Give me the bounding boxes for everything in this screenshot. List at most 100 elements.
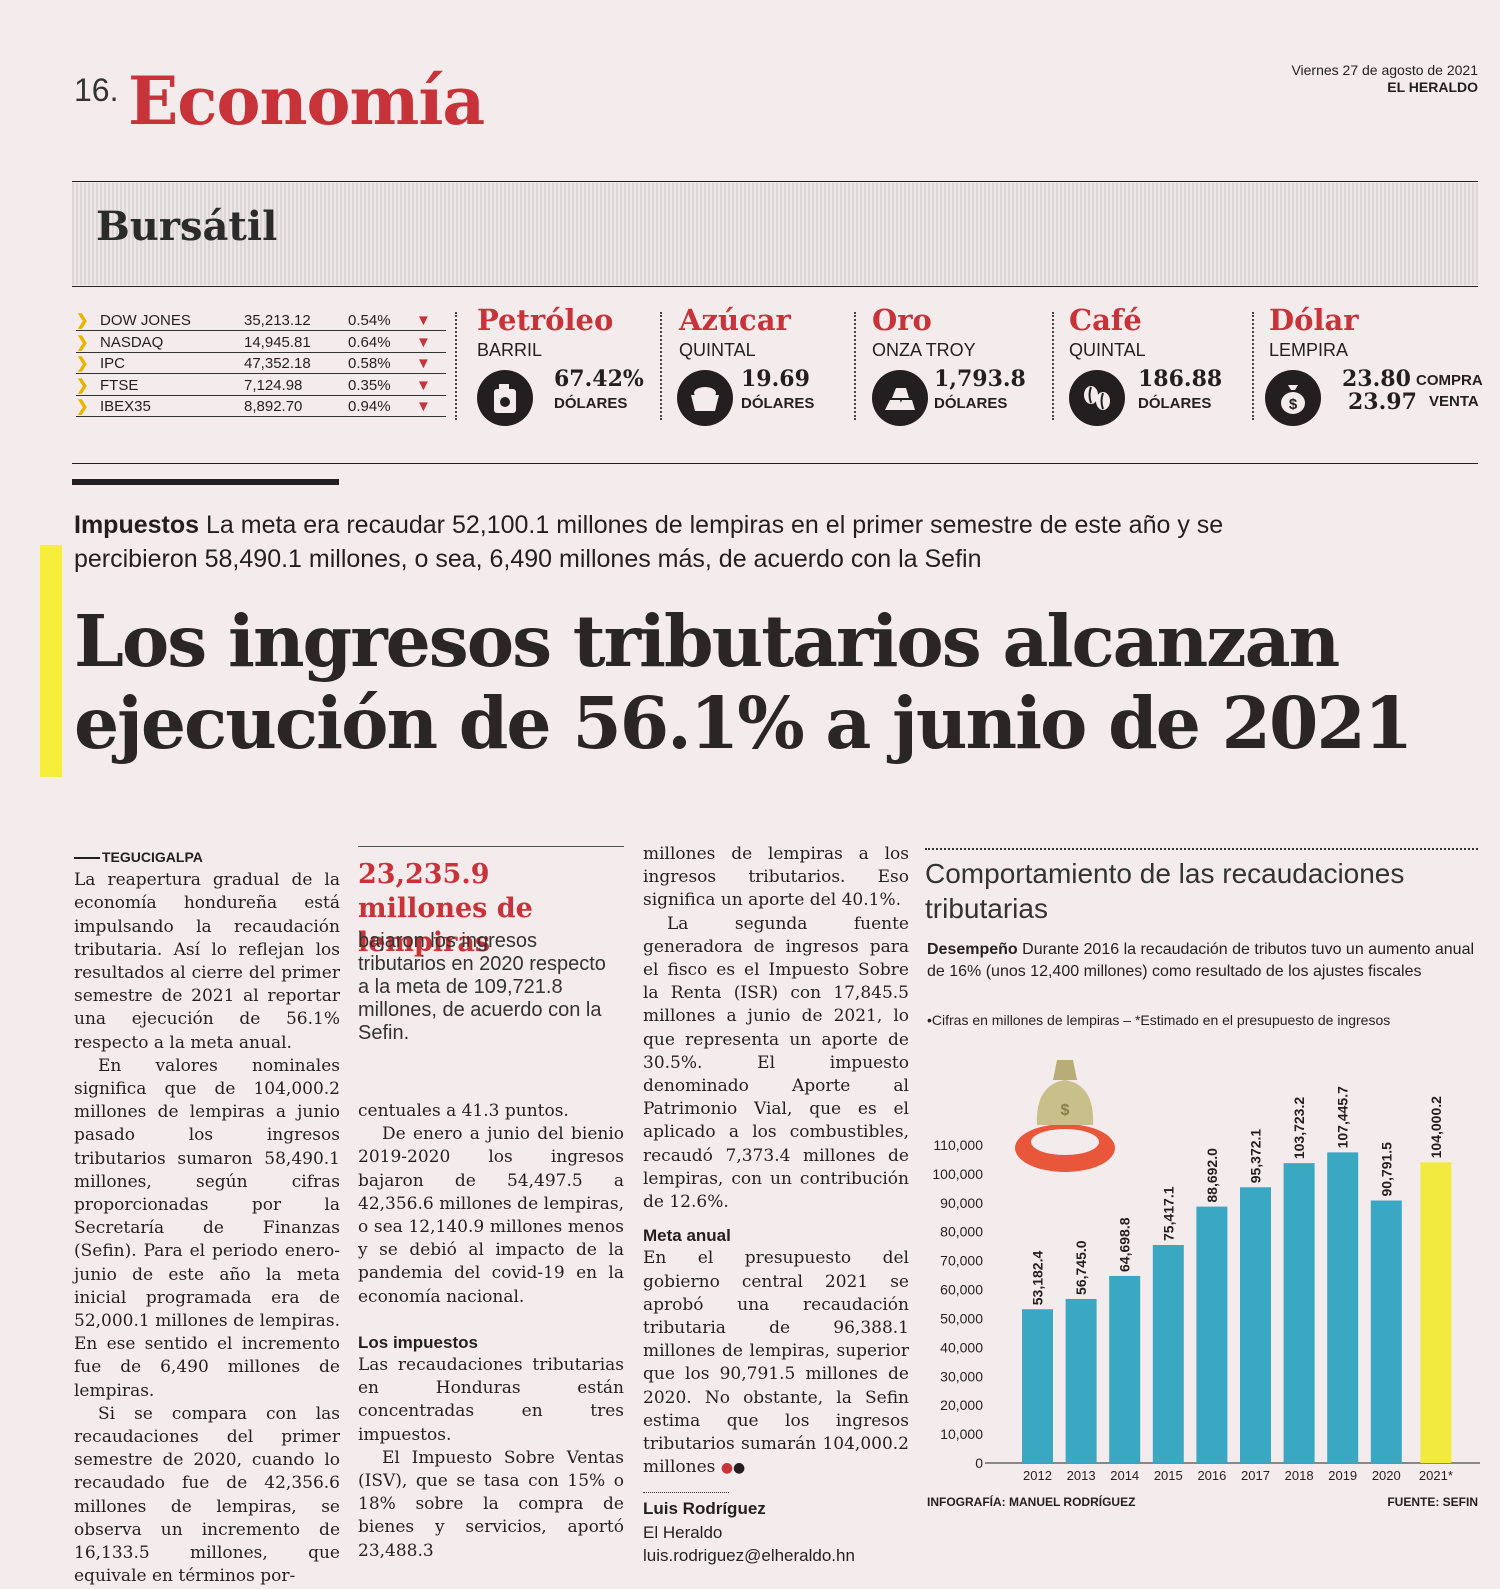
x-tick-label: 2019 [1328,1468,1357,1483]
paragraph: centuales a 41.3 puntos. [358,1101,569,1121]
paragraph: En valores nominales significa que de 10… [74,1055,340,1401]
paragraph: La reapertura gradual de la economía hon… [74,870,340,1053]
author-email[interactable]: luis.rodriguez@elheraldo.hn [643,1545,855,1565]
kicker-text: La meta era recaudar 52,100.1 millones d… [74,511,1224,573]
commodity-currency: DÓLARES [1138,395,1212,412]
bar-value-label: 107,445.7 [1335,1086,1351,1148]
divider-bar [72,479,339,485]
bar-2012 [1022,1309,1053,1463]
index-change: 0.94% [348,398,391,415]
chevron-right-icon: ❯ [76,398,89,415]
chevron-right-icon: ❯ [76,376,89,394]
index-value: 35,213.12 [244,312,311,329]
x-tick-label: 2018 [1285,1468,1314,1483]
x-tick-label: 2016 [1197,1468,1226,1483]
commodity-unit: BARRIL [477,340,543,360]
bars [1022,1152,1452,1463]
author-org: El Heraldo [643,1522,723,1542]
index-name: DOW JONES [100,312,191,329]
stock-index-row: ❯ IBEX35 8,892.70 0.94% ▼ [76,396,446,417]
pull-quote-rule [358,846,624,847]
commodity-unit: LEMPIRA [1269,340,1349,360]
bar-value-label: 103,723.2 [1291,1097,1307,1159]
paragraph: El Impuesto Sobre Ventas (ISV), que se t… [358,1447,624,1561]
bar-value-label: 75,417.1 [1160,1186,1176,1241]
index-name: FTSE [100,376,139,394]
article-column-1: TEGUCIGALPA La reapertura gradual de la … [74,846,340,1589]
commodity-unit: QUINTAL [1069,340,1146,360]
author-name: Luis Rodríguez [643,1499,766,1519]
y-tick-label: 30,000 [940,1368,983,1384]
commodity-name: Azúcar [679,303,791,337]
y-tick-label: 10,000 [940,1426,983,1442]
y-tick-label: 20,000 [940,1397,983,1413]
dolar-buy-value: 23.80 [1342,366,1411,392]
bar-value-label: 64,698.8 [1117,1217,1133,1272]
article-headline: Los ingresos tributarios alcanzan ejecuc… [74,599,1413,765]
chevron-right-icon: ❯ [76,312,89,329]
article-kicker: Impuestos La meta era recaudar 52,100.1 … [74,508,1224,576]
down-triangle-icon: ▼ [416,333,431,351]
stock-index-row: ❯ IPC 47,352.18 0.58% ▼ [76,353,446,374]
bar-2013 [1065,1298,1097,1463]
y-tick-label: 80,000 [940,1224,983,1240]
chart-subtitle: Desempeño Durante 2016 la recaudación de… [927,939,1477,983]
paper-name: EL HERALDO [1387,79,1478,95]
issue-date: Viernes 27 de agosto de 2021 [1291,62,1478,78]
pull-quote-number: 23,235.9 millones de lempiras [358,859,533,958]
index-change: 0.58% [348,355,391,372]
bursatil-band [72,183,1478,285]
index-value: 14,945.81 [244,333,311,351]
x-tick-label: 2017 [1241,1468,1270,1483]
stock-index-row: ❯ NASDAQ 14,945.81 0.64% ▼ [76,332,446,353]
money-bag-illustration: $ [1015,1060,1115,1172]
highlighter-mark [40,545,62,777]
paragraph-text: En el presupuesto del gobierno central 2… [643,1248,909,1478]
dolar-buy-label: COMPRA [1416,372,1483,389]
bar-value-label: 90,791.5 [1378,1142,1394,1197]
y-tick-label: 100,000 [932,1166,983,1182]
index-value: 7,124.98 [244,376,303,394]
issue-info: Viernes 27 de agosto de 2021 EL HERALDO [1291,62,1478,96]
index-change: 0.64% [348,333,391,351]
pull-quote-text: bajaron los ingresos tributarios en 2020… [358,930,606,1044]
bar-2020 [1370,1200,1402,1463]
stock-index-row: ❯ DOW JONES 35,213.12 0.54% ▼ [76,310,446,331]
bar-2017 [1240,1187,1271,1463]
commodity-name: Oro [872,303,932,337]
section-title: Economía [128,62,485,140]
bar-value-label: 53,182.4 [1030,1251,1046,1306]
stock-index-row: ❯ FTSE 7,124.98 0.35% ▼ [76,375,446,396]
chart-subtitle-label: Desempeño [927,941,1018,958]
commodity-unit: ONZA TROY [872,340,976,360]
chart-subtitle-text: Durante 2016 la recaudación de tributos … [927,941,1475,980]
index-name: IPC [100,355,126,372]
oil-can-icon [477,370,533,426]
commodity-value: 186.88 [1138,366,1223,392]
bar-2016 [1196,1206,1228,1463]
chart-credit: INFOGRAFÍA: MANUEL RODRÍGUEZ [927,1495,1136,1509]
bar-2021 [1420,1162,1452,1463]
tax-revenue-bar-chart: $ 0 10,000 20,000 30,000 40,000 50,000 60,000 7… [932,1060,1480,1483]
paragraph: De enero a junio del bienio 2019-2020 lo… [358,1124,624,1307]
commodity-currency: DÓLARES [741,395,815,412]
page-number: 16. [74,72,119,108]
subheading: Meta anual [643,1226,731,1246]
money-bag-icon: $ [1265,370,1321,426]
commodity-currency: DÓLARES [934,395,1008,412]
dolar-sell-value: 23.97 [1348,389,1417,415]
x-axis-ticks: 2012 2013 2014 2015 2016 2017 2018 2019 2020 2021… [1023,1468,1453,1483]
y-tick-label: 0 [975,1455,983,1471]
down-triangle-icon: ▼ [416,398,431,415]
down-triangle-icon: ▼ [416,376,431,394]
chevron-right-icon: ❯ [76,355,89,372]
bar-value-label: 95,372.1 [1248,1129,1264,1184]
end-mark-icon: ● [733,1460,746,1477]
kicker-label: Impuestos [74,511,200,539]
y-tick-label: 40,000 [940,1339,983,1355]
article-dateline: TEGUCIGALPA [102,849,203,865]
bar-value-label: 56,745.0 [1073,1240,1089,1295]
bar-labels: 53,182.4 56,745.0 64,698.8 75,417.1 88,692.0… [1030,1086,1444,1305]
index-name: NASDAQ [100,333,164,351]
bar-2019 [1327,1152,1359,1463]
